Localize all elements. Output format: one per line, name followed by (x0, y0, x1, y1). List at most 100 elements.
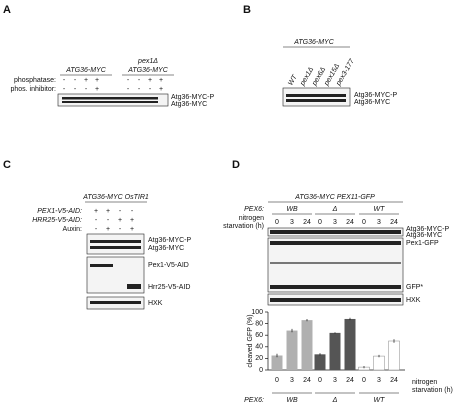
band-label: Atg36-MYC (354, 99, 390, 106)
strain: ATG36-MYC (65, 67, 106, 74)
band-label: Hrr25-V5-AID (148, 284, 190, 291)
strain: ATG36-MYC (293, 39, 334, 46)
strain: ATG36-MYC OsTIR1 (82, 194, 149, 201)
lane-label: WT (287, 73, 299, 87)
sign: - (119, 226, 122, 233)
band-label: HXK (148, 300, 163, 307)
blot (282, 87, 351, 107)
time-label: 0 (362, 219, 366, 226)
lane-label: pex3-177 (335, 57, 357, 88)
sign: - (138, 86, 141, 93)
row-label: phosphatase: (14, 77, 56, 84)
band-label: Pex1-GFP (406, 240, 439, 247)
group-title: PEX6: (244, 397, 264, 404)
y-tick-label: 0 (259, 367, 263, 374)
strain: ATG36-MYC (127, 67, 168, 74)
time-label: 3 (290, 219, 294, 226)
panel-label: D (232, 159, 240, 171)
y-tick-label: 20 (255, 355, 263, 362)
x-axis-label: nitrogen (412, 379, 437, 386)
strain: ATG36-MYC PEX11-GFP (294, 194, 375, 201)
sign: - (127, 86, 130, 93)
sign: + (159, 77, 163, 84)
group-label: WT (374, 206, 386, 213)
row-label: nitrogen (239, 215, 264, 222)
x-tick-label: 0 (275, 377, 279, 384)
sign: - (149, 86, 152, 93)
band-label: GFP* (406, 284, 423, 291)
genotype: pex1Δ (137, 58, 158, 65)
time-label: 24 (390, 219, 398, 226)
bar (388, 340, 400, 371)
row-label: HRR25-V5-AID: (32, 217, 82, 224)
sign: - (63, 77, 66, 84)
time-label: 3 (333, 219, 337, 226)
sign: - (63, 86, 66, 93)
sign: - (138, 77, 141, 84)
x-tick-label: 3 (290, 377, 294, 384)
sign: + (148, 77, 152, 84)
sign: - (85, 86, 88, 93)
y-axis-label: cleaved GFP (%) (247, 314, 254, 367)
group-label: WB (286, 206, 298, 213)
x-tick-label: 3 (377, 377, 381, 384)
group-label: Δ (332, 206, 338, 213)
band-label: Pex1-V5-AID (148, 262, 189, 269)
sign: + (95, 86, 99, 93)
time-label: 24 (303, 219, 311, 226)
y-tick-label: 40 (255, 344, 263, 351)
sign: - (131, 208, 134, 215)
row-label: Auxin: (63, 226, 83, 233)
x-tick-label: 24 (303, 377, 311, 384)
time-label: 0 (318, 219, 322, 226)
panel-label: C (3, 159, 11, 171)
blot (86, 233, 145, 310)
row-label: phos. inhibitor: (10, 86, 56, 93)
sign: - (95, 226, 98, 233)
time-label: 3 (377, 219, 381, 226)
bar (271, 355, 283, 370)
sign: - (107, 217, 110, 224)
group-label: Δ (332, 397, 338, 404)
bar (373, 355, 385, 371)
bar (286, 330, 298, 370)
band-label: Atg36-MYC (148, 245, 184, 252)
y-tick-label: 80 (255, 320, 263, 327)
bar (329, 332, 341, 370)
band-label: Atg36-MYC-P (354, 92, 398, 99)
time-label: 24 (346, 219, 354, 226)
row-label: PEX1-V5-AID: (37, 208, 82, 215)
band-label: Atg36-MYC-P (148, 237, 192, 244)
band-label: HXK (406, 297, 421, 304)
sign: - (74, 86, 77, 93)
sign: + (130, 226, 134, 233)
sign: + (159, 86, 163, 93)
x-axis-label: starvation (h) (412, 387, 453, 394)
bar (301, 320, 313, 370)
blot (57, 93, 169, 107)
blot (267, 227, 404, 306)
sign: + (94, 208, 98, 215)
panel-label: B (243, 4, 251, 16)
bar (314, 354, 326, 370)
group-label: WT (374, 397, 386, 404)
band-label: Atg36-MYC-P (406, 226, 450, 233)
sign: + (118, 217, 122, 224)
x-tick-label: 24 (346, 377, 354, 384)
bar (344, 318, 356, 370)
row-label: PEX6: (244, 206, 264, 213)
sign: - (127, 77, 130, 84)
sign: + (106, 226, 110, 233)
y-tick-label: 100 (251, 309, 263, 316)
sign: + (130, 217, 134, 224)
sign: + (106, 208, 110, 215)
sign: - (95, 217, 98, 224)
x-tick-label: 0 (362, 377, 366, 384)
time-label: 0 (275, 219, 279, 226)
sign: - (119, 208, 122, 215)
band-label: Atg36-MYC (171, 101, 207, 108)
panel-label: A (3, 4, 11, 16)
row-label: starvation (h) (223, 223, 264, 230)
x-tick-label: 3 (333, 377, 337, 384)
